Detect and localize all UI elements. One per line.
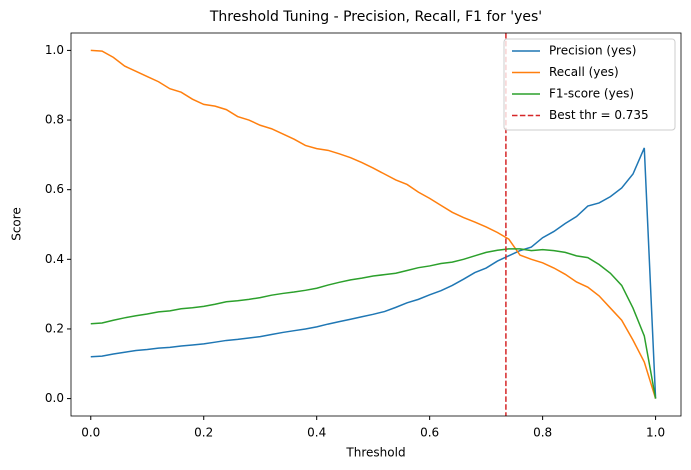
x-axis-label: Threshold	[345, 446, 405, 460]
y-tick-label: 0.0	[45, 391, 64, 405]
y-axis-label: Score	[10, 207, 24, 241]
x-tick-label: 0.0	[81, 426, 100, 440]
x-tick-label: 0.6	[420, 426, 439, 440]
series-line	[90, 49, 657, 399]
x-tick-label: 0.2	[194, 426, 213, 440]
series-line	[90, 147, 657, 399]
legend-label: F1-score (yes)	[549, 87, 634, 101]
y-tick-label: 1.0	[45, 43, 64, 57]
chart-title: Threshold Tuning - Precision, Recall, F1…	[209, 9, 542, 25]
x-tick-label: 0.4	[307, 426, 326, 440]
legend-box	[503, 38, 676, 131]
y-tick-label: 0.2	[45, 321, 64, 335]
x-tick-label: 0.8	[533, 426, 552, 440]
legend-label: Precision (yes)	[549, 44, 636, 58]
series-line	[90, 248, 657, 399]
y-tick-label: 0.8	[45, 113, 64, 127]
y-tick-label: 0.4	[45, 252, 64, 266]
x-tick-label: 1.0	[646, 426, 665, 440]
legend-label: Best thr = 0.735	[549, 108, 649, 122]
y-tick-label: 0.6	[45, 182, 64, 196]
legend-label: Recall (yes)	[549, 65, 619, 79]
axes-frame	[70, 32, 682, 417]
